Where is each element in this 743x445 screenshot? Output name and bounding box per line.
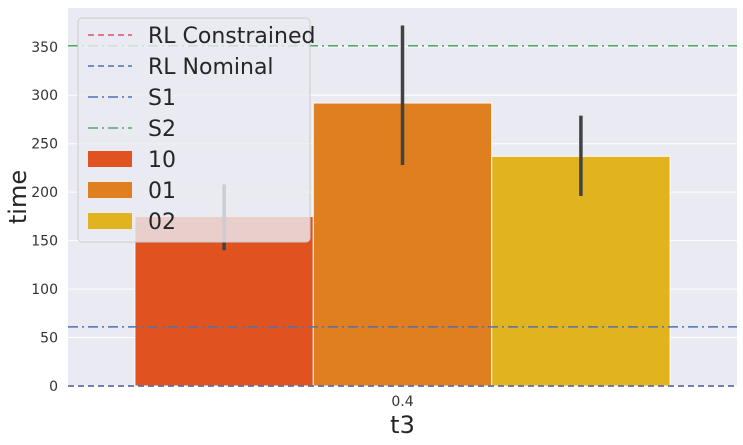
legend-box [77,17,311,243]
y-tick-label: 0 [49,379,58,395]
legend-color-swatch [88,182,132,198]
legend-label: 10 [148,148,176,173]
x-tick-labels: 0.4 [391,394,413,410]
x-axis-label: t3 [390,411,415,439]
y-tick-label: 100 [31,282,58,298]
y-axis-label: time [4,170,32,224]
legend-label: RL Constrained [148,24,315,49]
y-tick-label: 300 [31,88,58,104]
legend-label: S2 [148,117,176,142]
y-tick-label: 50 [40,331,58,347]
y-tick-label: 350 [31,40,58,56]
legend: RL Constrained RL Nominal S1 S2 10 01 02 [77,17,315,243]
y-tick-label: 200 [31,185,58,201]
legend-color-swatch [88,213,132,229]
y-tick-labels: 0 50 100 150 200 250 300 350 [31,40,58,395]
y-tick-label: 250 [31,137,58,153]
legend-label: 01 [148,179,176,204]
legend-color-swatch [88,151,132,167]
y-tick-label: 150 [31,234,58,250]
x-tick-label: 0.4 [391,394,413,410]
legend-label: RL Nominal [148,55,274,80]
legend-label: S1 [148,86,176,111]
legend-label: 02 [148,210,176,235]
